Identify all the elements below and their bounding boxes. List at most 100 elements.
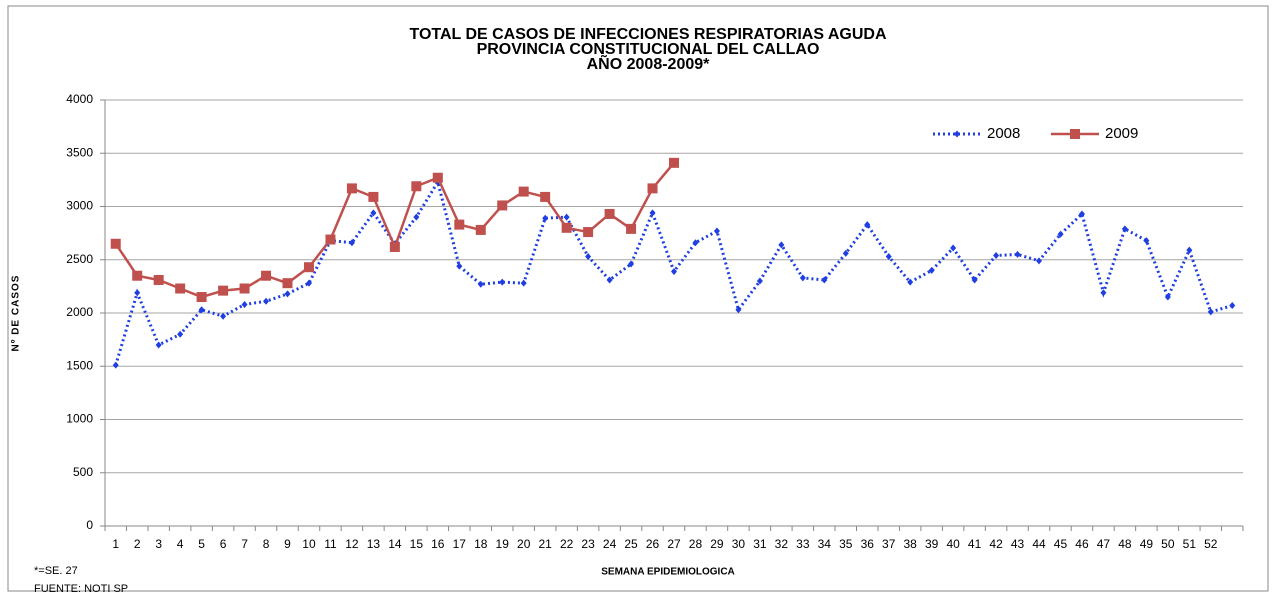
x-tick-label: 16 [431, 537, 445, 551]
x-tick-label: 1 [112, 537, 119, 551]
x-tick-label: 40 [946, 537, 960, 551]
data-point [756, 277, 763, 285]
data-point [604, 208, 615, 219]
data-point [475, 224, 486, 235]
data-point [971, 276, 978, 284]
y-tick-label: 3000 [66, 199, 93, 213]
data-point [1186, 246, 1193, 254]
chart-border [7, 5, 1269, 592]
x-tick-label: 8 [263, 537, 270, 551]
y-tick-label: 1000 [66, 412, 93, 426]
data-point [1070, 129, 1080, 139]
data-point [346, 183, 357, 194]
data-point [542, 214, 549, 222]
x-tick-label: 2 [134, 537, 141, 551]
x-tick-label: 25 [624, 537, 638, 551]
data-point [778, 241, 785, 249]
x-tick-label: 28 [689, 537, 703, 551]
x-tick-label: 37 [882, 537, 896, 551]
x-tick-label: 30 [732, 537, 746, 551]
x-tick-label: 43 [1011, 537, 1025, 551]
y-tick-label: 2000 [66, 305, 93, 319]
data-point [497, 200, 508, 211]
data-point [735, 306, 742, 314]
data-point [368, 191, 379, 202]
x-tick-label: 32 [775, 537, 789, 551]
data-point [606, 276, 613, 284]
x-tick-label: 24 [603, 537, 617, 551]
data-point [671, 267, 677, 275]
x-tick-label: 45 [1054, 537, 1068, 551]
data-point [628, 260, 635, 268]
x-tick-label: 46 [1075, 537, 1089, 551]
x-tick-label: 10 [302, 537, 316, 551]
legend-label: 2009 [1105, 125, 1138, 142]
data-point [241, 300, 248, 308]
data-point [518, 186, 529, 197]
data-point [218, 285, 229, 296]
x-tick-label: 50 [1161, 537, 1175, 551]
x-tick-label: 9 [284, 537, 291, 551]
data-point [348, 239, 355, 247]
y-tick-label: 4000 [66, 92, 93, 106]
data-point [175, 283, 186, 294]
x-tick-label: 14 [388, 537, 402, 551]
x-tick-label: 23 [581, 537, 595, 551]
data-point [950, 244, 957, 252]
y-tick-label: 2500 [66, 252, 93, 266]
x-tick-label: 42 [989, 537, 1003, 551]
data-point [110, 238, 121, 249]
x-tick-label: 4 [177, 537, 184, 551]
x-tick-label: 33 [796, 537, 810, 551]
data-point [864, 221, 871, 229]
data-point [1143, 237, 1150, 245]
data-point [411, 181, 422, 192]
data-point [1100, 289, 1107, 297]
data-point [1036, 257, 1043, 265]
data-point [669, 157, 679, 168]
x-tick-label: 11 [324, 537, 337, 551]
x-tick-label: 27 [667, 537, 681, 551]
y-axis-label: Nº DE CASOS [11, 275, 22, 352]
data-point [885, 253, 892, 261]
x-tick-label: 17 [453, 537, 467, 551]
y-tick-label: 500 [73, 465, 93, 479]
data-point [153, 274, 164, 285]
data-point [499, 278, 506, 286]
x-tick-label: 47 [1097, 537, 1111, 551]
data-point [954, 130, 960, 138]
x-tick-label: 35 [839, 537, 853, 551]
data-point [198, 306, 205, 314]
data-point [456, 262, 463, 270]
data-point [1014, 250, 1021, 258]
y-tick-label: 3500 [66, 145, 93, 159]
x-tick-label: 39 [925, 537, 939, 551]
x-tick-label: 13 [367, 537, 381, 551]
x-axis-label: SEMANA EPIDEMIOLOGICA [601, 567, 735, 578]
x-tick-label: 19 [496, 537, 510, 551]
data-point [477, 280, 484, 288]
x-tick-label: 20 [517, 537, 531, 551]
data-point [263, 297, 270, 305]
data-point [239, 283, 250, 294]
chart-title: TOTAL DE CASOS DE INFECCIONES RESPIRATOR… [409, 26, 887, 43]
data-point [520, 279, 527, 287]
footnote: *=SE. 27 [34, 565, 78, 577]
x-tick-label: 44 [1032, 537, 1046, 551]
data-point [540, 191, 551, 202]
x-tick-label: 18 [474, 537, 488, 551]
data-point [583, 227, 594, 238]
footnote: FUENTE: NOTI SP [34, 583, 128, 595]
data-point [1207, 308, 1214, 316]
data-point [303, 262, 314, 273]
data-point [993, 251, 1000, 259]
data-point [842, 249, 849, 257]
data-point [155, 341, 162, 349]
x-tick-label: 6 [220, 537, 227, 551]
data-point [454, 219, 465, 230]
x-tick-label: 12 [345, 537, 359, 551]
data-point [370, 209, 377, 217]
data-point [585, 253, 592, 261]
data-point [1078, 210, 1085, 218]
